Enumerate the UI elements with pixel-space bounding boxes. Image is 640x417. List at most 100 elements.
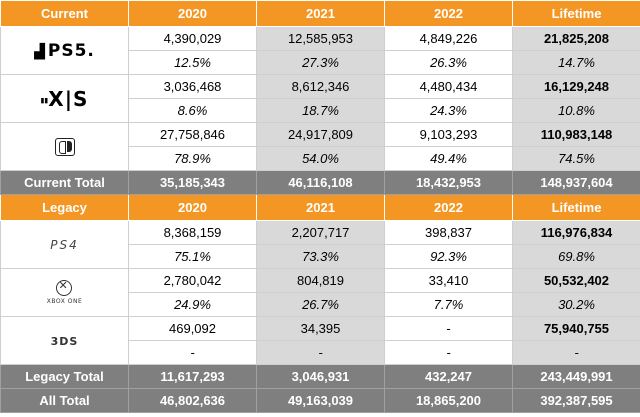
xbox-one-2020-value: 2,780,042	[128, 268, 257, 293]
3ds-2020-value: 469,092	[128, 316, 257, 341]
legacy-year-header-2022: 2022	[384, 194, 513, 221]
ps5-share-row: 12.5% 27.3% 26.3% 14.7%	[1, 50, 640, 75]
platform-cell-xbox-one: XBOX ONE	[0, 268, 129, 317]
switch-2020-share: 78.9%	[128, 146, 257, 171]
current-header-row: Current 2020 2021 2022 Lifetime	[0, 0, 640, 27]
legacy-total-label: Legacy Total	[0, 364, 129, 389]
xbox-series-2020-value: 3,036,468	[128, 74, 257, 99]
3ds-2021-share: -	[256, 340, 385, 365]
xbox-series-2020-share: 8.6%	[128, 98, 257, 123]
3ds-lifetime-share: -	[512, 340, 640, 365]
platform-cell-3ds: 3DS	[0, 316, 129, 365]
ps5-2021-value: 12,585,953	[256, 26, 385, 51]
legacy-total-row: Legacy Total 11,617,293 3,046,931 432,24…	[0, 364, 640, 389]
ps5-lifetime-value: 21,825,208	[512, 26, 640, 51]
xbox-series-share-row: 8.6% 18.7% 24.3% 10.8%	[1, 98, 640, 123]
3ds-2022-value: -	[384, 316, 513, 341]
section-label-legacy: Legacy	[0, 194, 129, 221]
current-total-2022: 18,432,953	[384, 170, 513, 195]
section-label-current: Current	[0, 0, 129, 27]
legacy-total-lifetime: 243,449,991	[512, 364, 640, 389]
year-header-2020: 2020	[128, 0, 257, 27]
xbox-one-2021-share: 26.7%	[256, 292, 385, 317]
xbox-one-2022-value: 33,410	[384, 268, 513, 293]
ps4-2022-share: 92.3%	[384, 244, 513, 269]
ps4-2021-value: 2,207,717	[256, 220, 385, 245]
xbox-one-logo-icon: XBOX ONE	[46, 279, 83, 306]
legacy-total-2021: 3,046,931	[256, 364, 385, 389]
platform-cell-switch	[0, 122, 129, 171]
current-total-row: Current Total 35,185,343 46,116,108 18,4…	[0, 170, 640, 195]
nintendo-switch-logo-icon	[54, 137, 75, 156]
ps5-2022-value: 4,849,226	[384, 26, 513, 51]
xbox-series-lifetime-value: 16,129,248	[512, 74, 640, 99]
ps5-2020-value: 4,390,029	[128, 26, 257, 51]
ps5-2021-share: 27.3%	[256, 50, 385, 75]
ps5-values-row: ▟ PS5. 4,390,029 12,585,953 4,849,226 21,…	[0, 26, 640, 75]
all-total-row: All Total 46,802,636 49,163,039 18,865,2…	[0, 388, 640, 413]
3ds-2022-share: -	[384, 340, 513, 365]
all-total-lifetime: 392,387,595	[512, 388, 640, 413]
xbox-series-lifetime-share: 10.8%	[512, 98, 640, 123]
all-total-label: All Total	[0, 388, 129, 413]
platform-cell-ps5: ▟ PS5.	[0, 26, 129, 75]
xbox-series-xs-logo-icon: ▮▮X|S	[40, 86, 89, 111]
legacy-total-2022: 432,247	[384, 364, 513, 389]
switch-lifetime-share: 74.5%	[512, 146, 640, 171]
all-total-2021: 49,163,039	[256, 388, 385, 413]
switch-2022-share: 49.4%	[384, 146, 513, 171]
ps4-share-row: 75.1% 73.3% 92.3% 69.8%	[1, 244, 640, 269]
3ds-logo-icon: 3DS	[50, 335, 79, 349]
switch-values-row: 27,758,846 24,917,809 9,103,293 110,983,…	[0, 122, 640, 171]
platform-cell-xbox-series: ▮▮X|S	[0, 74, 129, 123]
xbox-one-values-row: XBOX ONE 2,780,042 804,819 33,410 50,532…	[0, 268, 640, 317]
ps4-2022-value: 398,837	[384, 220, 513, 245]
year-header-2021: 2021	[256, 0, 385, 27]
xbox-series-2021-share: 18.7%	[256, 98, 385, 123]
legacy-lifetime-header: Lifetime	[512, 194, 640, 221]
ps4-2021-share: 73.3%	[256, 244, 385, 269]
switch-2022-value: 9,103,293	[384, 122, 513, 147]
legacy-year-header-2020: 2020	[128, 194, 257, 221]
xbox-one-2021-value: 804,819	[256, 268, 385, 293]
ps4-lifetime-share: 69.8%	[512, 244, 640, 269]
legacy-year-header-2021: 2021	[256, 194, 385, 221]
switch-2021-share: 54.0%	[256, 146, 385, 171]
all-total-2020: 46,802,636	[128, 388, 257, 413]
legacy-total-2020: 11,617,293	[128, 364, 257, 389]
ps5-2022-share: 26.3%	[384, 50, 513, 75]
xbox-series-2022-value: 4,480,434	[384, 74, 513, 99]
xbox-one-lifetime-value: 50,532,402	[512, 268, 640, 293]
current-total-2020: 35,185,343	[128, 170, 257, 195]
ps4-values-row: PS4 8,368,159 2,207,717 398,837 116,976,…	[0, 220, 640, 269]
current-total-lifetime: 148,937,604	[512, 170, 640, 195]
switch-2021-value: 24,917,809	[256, 122, 385, 147]
xbox-sphere-icon	[56, 279, 73, 297]
ps5-2020-share: 12.5%	[128, 50, 257, 75]
lifetime-header: Lifetime	[512, 0, 640, 27]
xbox-one-2020-share: 24.9%	[128, 292, 257, 317]
year-header-2022: 2022	[384, 0, 513, 27]
switch-2020-value: 27,758,846	[128, 122, 257, 147]
ps4-lifetime-value: 116,976,834	[512, 220, 640, 245]
switch-share-row: 78.9% 54.0% 49.4% 74.5%	[1, 146, 640, 171]
ps4-2020-value: 8,368,159	[128, 220, 257, 245]
3ds-values-row: 3DS 469,092 34,395 - 75,940,755	[0, 316, 640, 365]
ps5-logo-icon: ▟ PS5.	[34, 40, 95, 61]
xbox-series-2021-value: 8,612,346	[256, 74, 385, 99]
ps4-2020-share: 75.1%	[128, 244, 257, 269]
xbox-series-values-row: ▮▮X|S 3,036,468 8,612,346 4,480,434 16,1…	[0, 74, 640, 123]
ps4-logo-icon: PS4	[50, 238, 79, 253]
xbox-one-2022-share: 7.7%	[384, 292, 513, 317]
xbox-series-2022-share: 24.3%	[384, 98, 513, 123]
xbox-one-logo-label: XBOX ONE	[46, 298, 83, 306]
xbox-one-lifetime-share: 30.2%	[512, 292, 640, 317]
3ds-share-row: - - - -	[1, 340, 640, 365]
ps5-lifetime-share: 14.7%	[512, 50, 640, 75]
3ds-lifetime-value: 75,940,755	[512, 316, 640, 341]
switch-lifetime-value: 110,983,148	[512, 122, 640, 147]
current-total-label: Current Total	[0, 170, 129, 195]
3ds-2021-value: 34,395	[256, 316, 385, 341]
3ds-2020-share: -	[128, 340, 257, 365]
